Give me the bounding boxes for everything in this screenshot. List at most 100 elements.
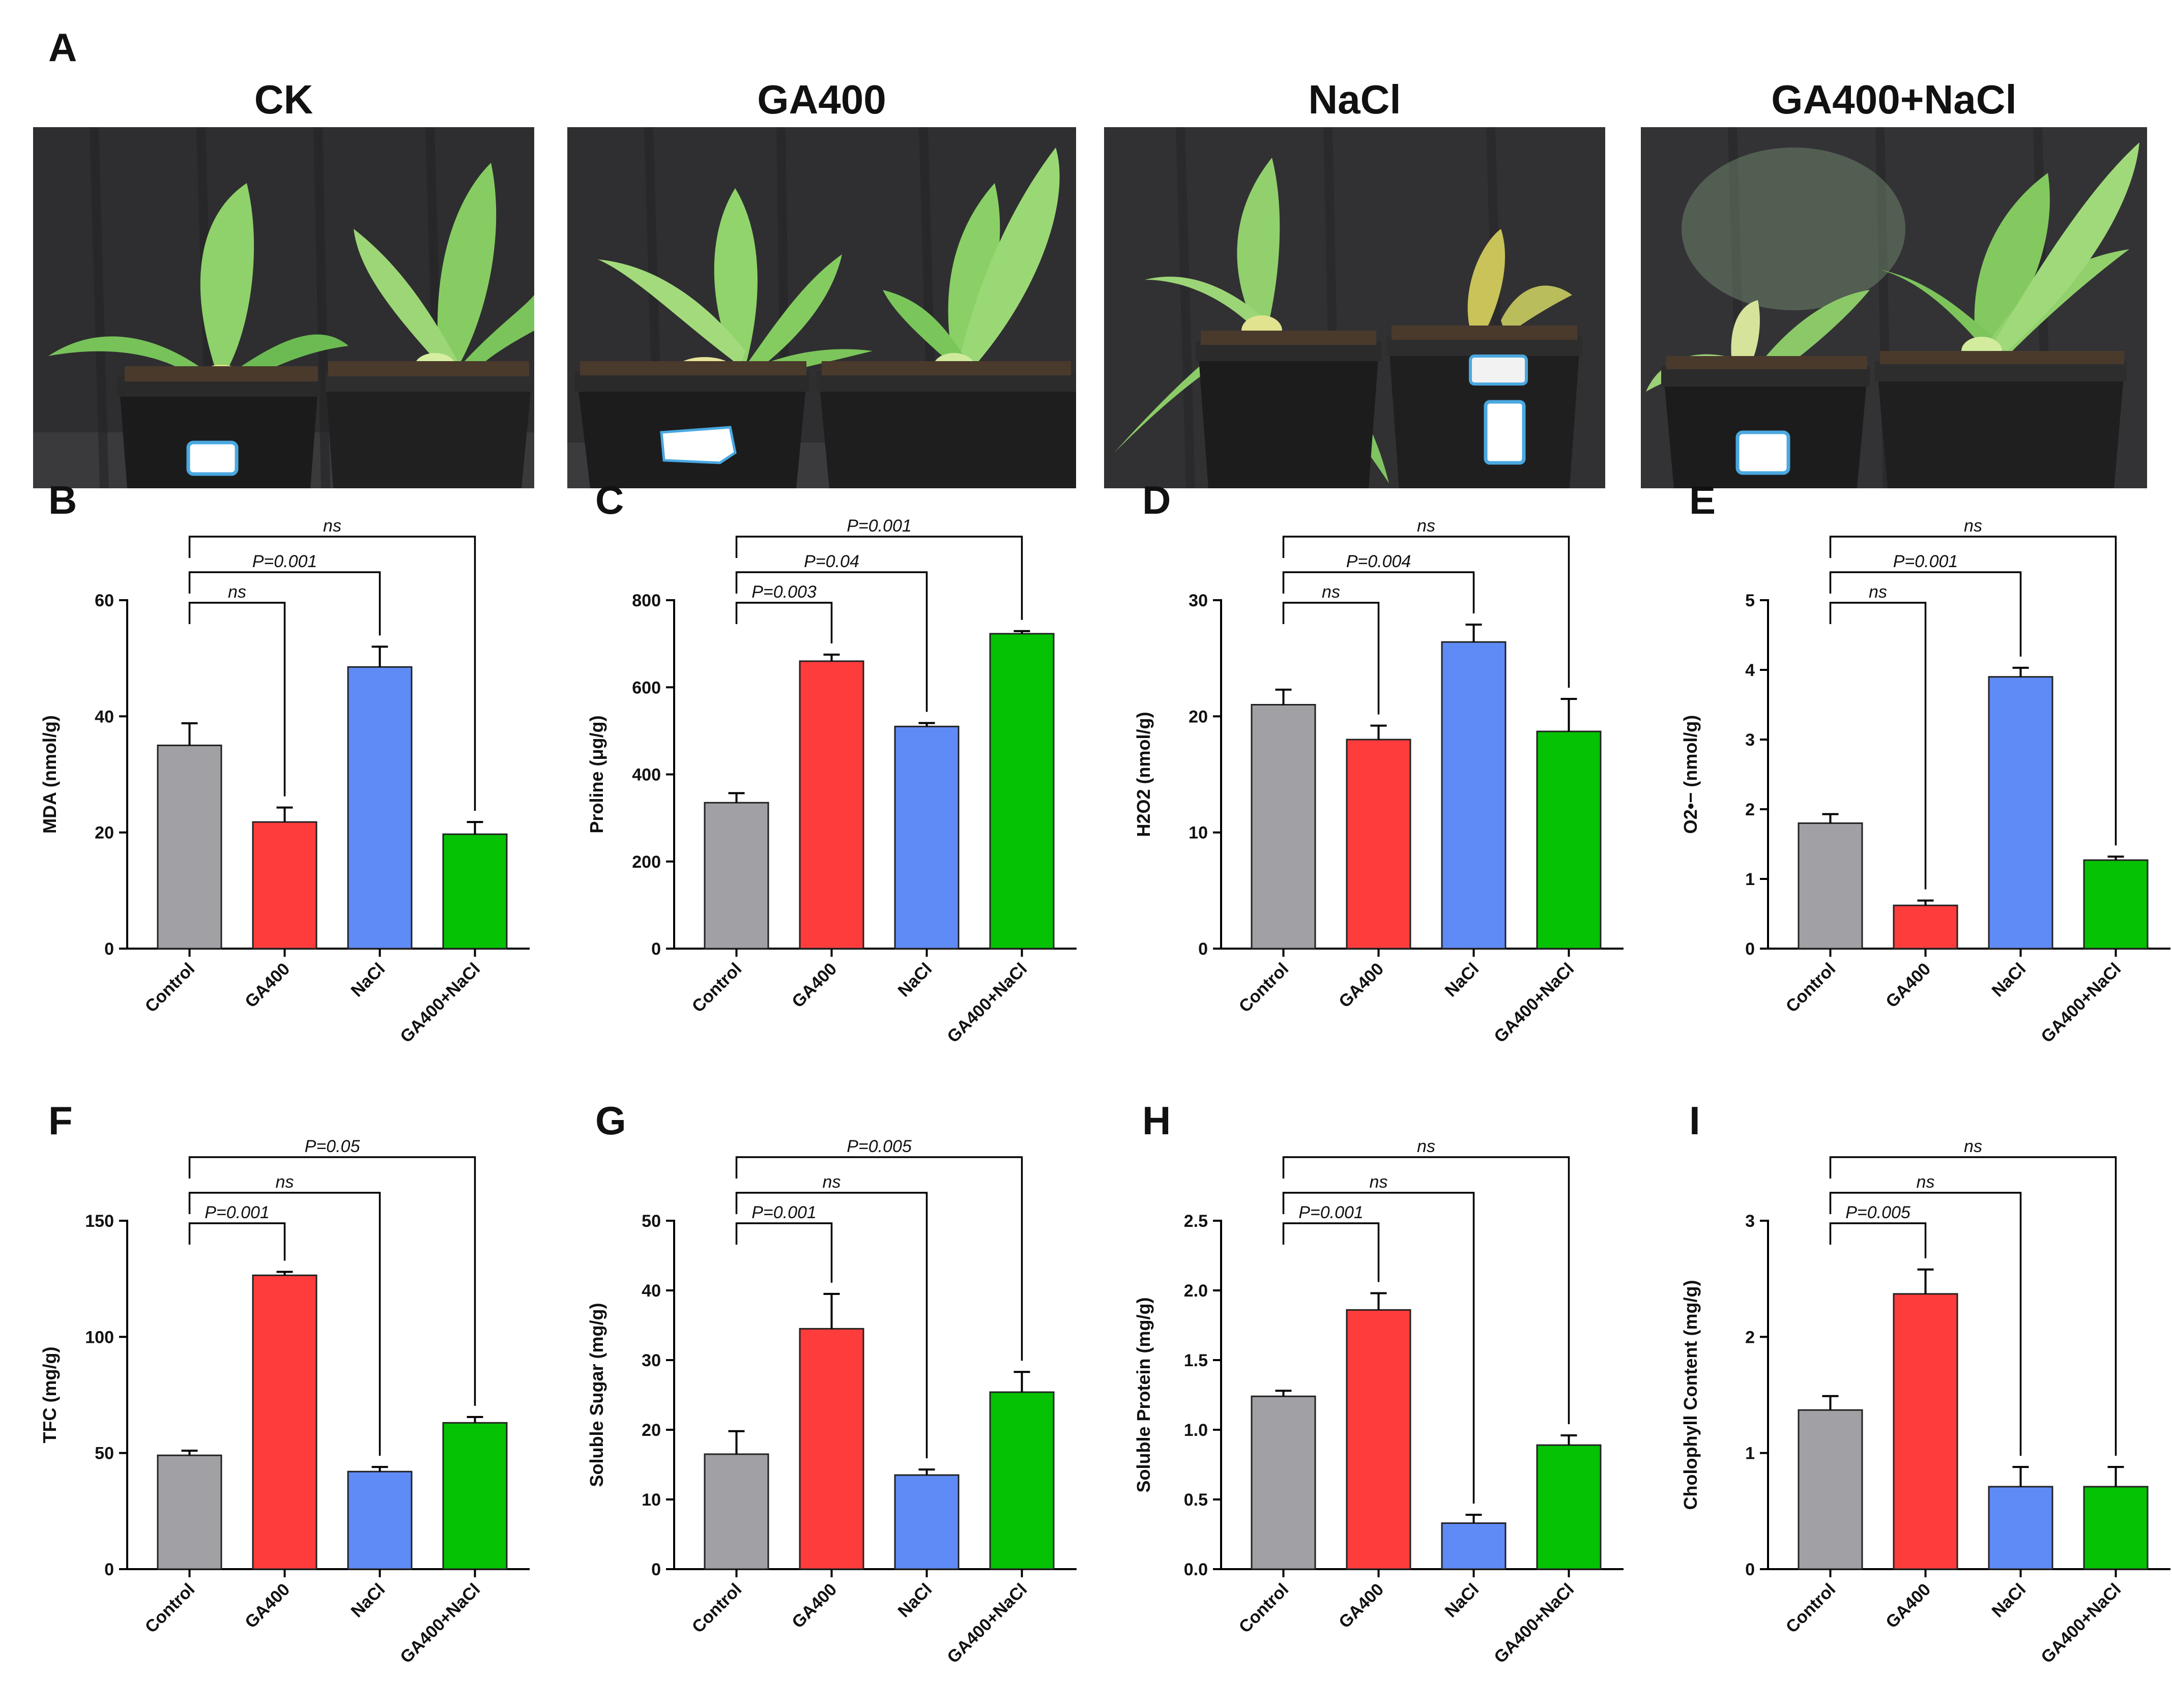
bracket-label-h-0: P=0.001 (1298, 1203, 1364, 1222)
bracket-label-d-1: P=0.004 (1346, 552, 1411, 571)
bracket-i-2 (1829, 1156, 2117, 1456)
photo-title-ck: CK (254, 77, 313, 122)
x-tick-label-c-3: GA400+NaCl (943, 959, 1031, 1047)
y-tick-label-e: 4 (1745, 661, 1755, 680)
panel-letter-c: C (595, 478, 624, 522)
y-tick-label-f: 50 (95, 1444, 114, 1463)
y-tick-label-h: 1.5 (1184, 1351, 1208, 1370)
bracket-label-h-2: ns (1417, 1137, 1435, 1156)
x-tick-label-h-3: GA400+NaCl (1490, 1580, 1578, 1667)
x-tick-label-c-1: GA400 (788, 959, 841, 1012)
bar-b-1 (252, 821, 317, 950)
x-tick-label-g-1: GA400 (788, 1580, 841, 1632)
y-tick-label-d: 10 (1189, 823, 1208, 843)
bar-c-2 (894, 725, 960, 950)
y-tick-label-g: 30 (642, 1351, 661, 1370)
bar-b-2 (347, 666, 413, 950)
y-tick-label-b: 60 (95, 591, 114, 610)
panel-letter-i: I (1689, 1098, 1700, 1143)
photo-title-nacl: NaCl (1308, 77, 1401, 122)
bar-i-2 (1988, 1486, 2053, 1570)
bracket-f-0 (188, 1222, 286, 1261)
bar-d-2 (1441, 641, 1507, 950)
bracket-label-f-1: ns (276, 1172, 294, 1192)
bracket-c-0 (735, 602, 833, 644)
y-tick-label-e: 3 (1745, 730, 1755, 750)
bracket-label-f-0: P=0.001 (205, 1203, 270, 1222)
bar-e-1 (1893, 904, 1958, 950)
bracket-label-e-2: ns (1964, 516, 1982, 536)
x-tick-label-b-2: NaCl (347, 959, 389, 1001)
y-tick-label-e: 1 (1745, 870, 1755, 889)
bracket-label-b-1: P=0.001 (252, 552, 317, 571)
bracket-d-2 (1282, 536, 1570, 688)
y-tick-label-i: 0 (1745, 1560, 1755, 1579)
x-tick-label-i-1: GA400 (1882, 1580, 1934, 1632)
x-tick-label-h-2: NaCl (1441, 1580, 1483, 1622)
x-tick-label-f-1: GA400 (241, 1580, 294, 1632)
x-tick-label-e-1: GA400 (1882, 959, 1934, 1012)
y-tick-label-d: 0 (1198, 939, 1208, 959)
bracket-g-1 (735, 1192, 928, 1459)
y-tick-label-d: 20 (1189, 707, 1208, 726)
y-tick-label-c: 600 (632, 678, 661, 697)
bar-h-1 (1346, 1309, 1411, 1570)
x-tick-label-c-2: NaCl (894, 959, 936, 1001)
bracket-label-i-2: ns (1964, 1137, 1982, 1156)
panel-letter-a: A (48, 25, 77, 70)
bar-i-3 (2083, 1486, 2149, 1570)
y-tick-label-h: 0.5 (1184, 1490, 1208, 1510)
x-tick-label-i-2: NaCl (1988, 1580, 2030, 1622)
bracket-label-b-2: ns (323, 516, 341, 536)
y-axis-label-b: MDA (nmol/g) (39, 715, 60, 834)
bar-e-0 (1798, 822, 1863, 950)
bracket-label-e-0: ns (1869, 582, 1887, 602)
bracket-label-b-0: ns (228, 582, 246, 602)
x-tick-label-b-1: GA400 (241, 959, 294, 1012)
y-tick-label-c: 400 (632, 765, 661, 785)
bar-c-3 (989, 633, 1055, 950)
bar-e-2 (1988, 676, 2053, 950)
bar-f-2 (347, 1470, 413, 1570)
y-tick-label-h: 1.0 (1184, 1421, 1208, 1440)
bar-g-3 (989, 1391, 1055, 1570)
y-axis-label-d: H2O2 (nmol/g) (1133, 712, 1154, 837)
bar-i-1 (1893, 1293, 1958, 1570)
x-tick-label-d-2: NaCl (1441, 959, 1483, 1001)
bracket-d-1 (1282, 571, 1475, 613)
y-tick-label-c: 800 (632, 591, 661, 610)
y-tick-label-g: 50 (642, 1212, 661, 1231)
bracket-label-h-1: ns (1370, 1172, 1388, 1192)
y-axis-label-e: O2•− (nmol/g) (1680, 715, 1701, 834)
y-tick-label-g: 20 (642, 1421, 661, 1440)
bar-d-0 (1251, 704, 1316, 950)
x-tick-label-f-2: NaCl (347, 1580, 389, 1622)
y-axis-label-f: TFC (mg/g) (39, 1347, 60, 1444)
y-tick-label-b: 40 (95, 707, 114, 726)
x-tick-label-g-0: Control (688, 1580, 745, 1637)
x-tick-label-e-2: NaCl (1988, 959, 2030, 1001)
y-tick-label-h: 2.5 (1184, 1212, 1208, 1231)
y-tick-label-c: 0 (651, 939, 661, 959)
bar-f-3 (442, 1422, 508, 1570)
x-tick-label-b-3: GA400+NaCl (396, 959, 484, 1047)
x-tick-label-d-3: GA400+NaCl (1490, 959, 1578, 1047)
y-tick-label-b: 20 (95, 823, 114, 843)
bar-e-3 (2083, 859, 2149, 950)
bracket-g-2 (735, 1156, 1023, 1361)
y-tick-label-d: 30 (1189, 591, 1208, 610)
bar-f-1 (252, 1274, 317, 1570)
y-axis-label-g: Soluble Sugar (mg/g) (586, 1303, 607, 1487)
bar-b-0 (157, 744, 222, 950)
bar-h-2 (1441, 1522, 1507, 1570)
bar-d-1 (1346, 739, 1411, 950)
bracket-h-1 (1282, 1192, 1475, 1504)
photo-title-ga400-nacl: GA400+NaCl (1771, 77, 2017, 122)
bar-h-3 (1536, 1444, 1602, 1570)
bracket-i-0 (1829, 1222, 1927, 1258)
bracket-c-2 (735, 536, 1023, 620)
x-tick-label-f-3: GA400+NaCl (396, 1580, 484, 1667)
x-tick-label-f-0: Control (141, 1580, 198, 1637)
y-tick-label-e: 2 (1745, 800, 1755, 819)
